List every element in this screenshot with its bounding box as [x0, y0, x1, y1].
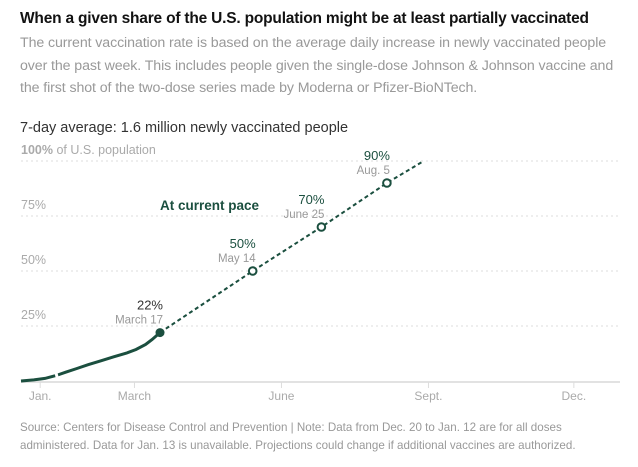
annotation-date: Aug. 5: [357, 165, 390, 177]
y-tick-label: 100% of U.S. population: [21, 143, 156, 157]
projection-marker: [316, 222, 327, 232]
x-axis: Jan. March June Sept. Dec.: [21, 381, 620, 403]
grid-layer: [21, 160, 620, 327]
chart-subtitle: The current vaccination rate is based on…: [20, 35, 614, 96]
y-tick-label: 50%: [21, 253, 46, 267]
y-tick-label: 75%: [21, 198, 46, 212]
y-tick-label-bold: 100%: [21, 143, 53, 157]
x-tick-label: Sept.: [414, 389, 442, 403]
label-layer: 100% of U.S. population 75% 50% 25% 22% March…: [21, 143, 390, 327]
y-tick-label: 25%: [21, 308, 46, 322]
x-tick-label: Dec.: [562, 389, 587, 403]
y-tick-label-text: 25%: [21, 308, 46, 322]
projection-marker: [247, 266, 258, 276]
annotation-percent: 50%: [230, 236, 256, 251]
y-tick-label-text: 50%: [21, 253, 46, 267]
annotation-date: March 17: [115, 315, 163, 327]
chart-title: When a given share of the U.S. populatio…: [20, 10, 589, 27]
x-tick-label: June: [268, 389, 294, 403]
annotation-percent: 22%: [137, 298, 163, 313]
x-tick-label: Jan.: [29, 389, 52, 403]
annotation-percent: 70%: [298, 192, 324, 207]
source-note: Source: Centers for Disease Control and …: [20, 421, 576, 452]
projection-marker: [382, 178, 392, 188]
annotation-date: June 25: [283, 209, 324, 221]
x-tick-label: March: [118, 389, 151, 403]
series-label: At current pace: [160, 198, 260, 213]
annotation-date: May 14: [218, 253, 256, 265]
marker-layer: [155, 178, 392, 338]
annotation-percent: 90%: [364, 148, 390, 163]
y-tick-label-text: 75%: [21, 198, 46, 212]
actual-marker: [155, 328, 165, 338]
data-gap: [54, 371, 60, 380]
seven-day-average: 7-day average: 1.6 million newly vaccina…: [20, 120, 349, 136]
y-tick-label-text: of U.S. population: [53, 143, 156, 157]
actual-line: [20, 331, 161, 383]
